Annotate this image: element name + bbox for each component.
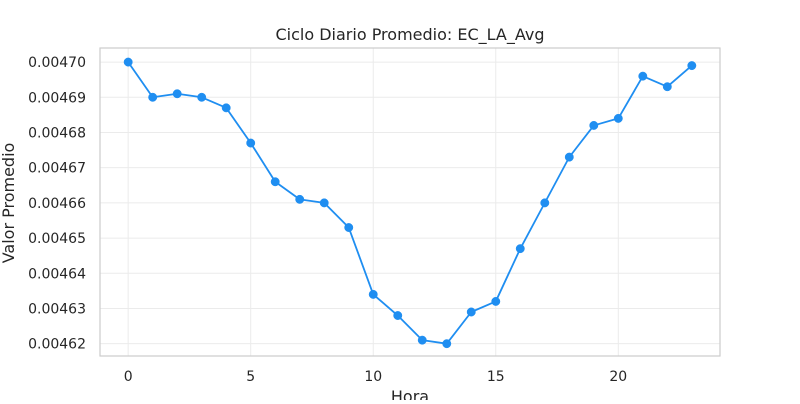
grid-lines xyxy=(100,48,720,356)
y-tick-label: 0.00467 xyxy=(28,161,86,177)
data-point xyxy=(368,289,378,299)
data-point xyxy=(662,82,672,92)
x-tick-label: 5 xyxy=(246,369,255,385)
data-point xyxy=(613,113,623,123)
y-tick-label: 0.00463 xyxy=(28,301,86,317)
y-axis-label: Valor Promedio xyxy=(0,143,18,264)
data-point xyxy=(589,120,599,130)
x-tick-label: 15 xyxy=(487,369,505,385)
data-point xyxy=(197,92,207,102)
y-tick-label: 0.00468 xyxy=(28,125,86,141)
data-point xyxy=(638,71,648,81)
y-tick-label: 0.00470 xyxy=(28,55,86,71)
data-point xyxy=(221,103,231,113)
data-point xyxy=(442,339,452,349)
data-point xyxy=(246,138,256,148)
data-point xyxy=(344,223,354,232)
y-tick-label: 0.00466 xyxy=(28,196,86,212)
x-axis-ticks: 0 5 10 15 20 xyxy=(124,369,627,385)
data-point xyxy=(393,311,403,320)
data-point xyxy=(148,92,158,102)
y-tick-label: 0.00462 xyxy=(28,337,86,353)
data-point xyxy=(466,307,476,317)
data-point xyxy=(270,177,280,187)
y-tick-label: 0.00469 xyxy=(28,90,86,106)
y-tick-label: 0.00464 xyxy=(28,266,86,282)
chart-title: Ciclo Diario Promedio: EC_LA_Avg xyxy=(275,25,544,45)
y-tick-label: 0.00465 xyxy=(28,231,86,247)
x-axis-label: Hora xyxy=(391,387,429,400)
data-point xyxy=(295,194,305,204)
x-tick-label: 10 xyxy=(364,369,382,385)
data-point xyxy=(540,198,550,208)
data-point xyxy=(564,152,574,162)
data-point xyxy=(123,57,133,67)
data-point xyxy=(687,61,697,71)
y-axis-ticks: 0.00462 0.00463 0.00464 0.00465 0.00466 0.004… xyxy=(28,55,86,353)
plot-area-frame xyxy=(99,47,721,357)
data-series xyxy=(123,57,697,349)
data-point xyxy=(417,335,427,345)
data-point xyxy=(172,89,182,99)
data-point xyxy=(515,244,525,254)
data-point xyxy=(319,198,329,208)
x-tick-label: 0 xyxy=(124,369,133,385)
data-point xyxy=(491,296,501,306)
x-tick-label: 20 xyxy=(609,369,627,385)
